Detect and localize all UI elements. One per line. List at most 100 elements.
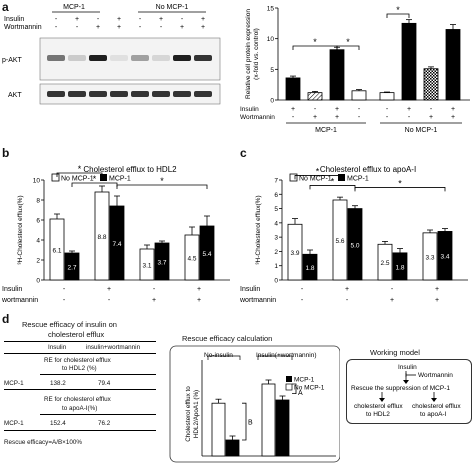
chartC-y-tick: 2 xyxy=(274,249,278,256)
chartC-data-label: 3.3 xyxy=(425,254,434,261)
calc-bracket-a xyxy=(292,383,297,394)
chartC-ylabel: ³H-Cholesterol efflux(%) xyxy=(255,195,262,264)
western-blot: MCP-1 No MCP-1 Insulin Wortmannin - + - + - +… xyxy=(2,4,221,105)
chartB-data-label: 3.7 xyxy=(157,260,166,267)
chartA-group-nomcp1: No MCP-1 xyxy=(405,127,438,134)
model-title: Working model xyxy=(370,348,420,357)
chartC-data-label: 3.4 xyxy=(440,254,449,261)
chartC-data-label: 1.8 xyxy=(305,265,314,272)
calc-no-insulin: No-insulin xyxy=(204,352,233,359)
chartA-bar xyxy=(423,68,439,101)
chartA-bar xyxy=(401,22,417,101)
blot-insulin-sign: + xyxy=(159,16,163,23)
chartA-bar xyxy=(445,29,461,101)
chartA-bar xyxy=(285,77,301,101)
chartA-group-mcp1: MCP-1 xyxy=(315,127,337,134)
blot-insulin-label: Insulin xyxy=(4,16,24,23)
blot-group-nomcp1: No MCP-1 xyxy=(156,4,189,11)
table-sub2b: to apoA-I(%) xyxy=(62,405,98,412)
chartB-sig-2-star: * xyxy=(93,174,97,184)
chartC-wortmannin-sign: + xyxy=(435,297,439,304)
chartB-wortmannin-sign: + xyxy=(197,297,201,304)
blot-wortmannin-sign: + xyxy=(201,24,205,31)
akt-band xyxy=(194,91,212,97)
chartB-wortmannin-sign: + xyxy=(152,297,156,304)
chartB-y-tick: 0 xyxy=(36,278,40,285)
calc-bar xyxy=(275,399,290,457)
panel-label-d: d xyxy=(2,312,10,326)
chartB-y-tick: 6 xyxy=(36,218,40,225)
chartB-wortmannin-label: wortmannin xyxy=(1,297,38,304)
chartB-legend-mcp1: MCP-1 xyxy=(109,176,131,183)
chartB-y-tick: 4 xyxy=(36,238,40,245)
chartA-wortmannin-sign: + xyxy=(313,114,317,121)
table-col-insulin: Insulin xyxy=(48,344,67,351)
akt-band xyxy=(68,91,86,97)
blot-insulin-sign: + xyxy=(201,16,205,23)
akt-band xyxy=(152,91,170,97)
chartC-y-tick: 7 xyxy=(274,178,278,185)
chart-efflux-hdl2: Cholesterol efflux to HDL2 0 2 4 6 8 10 ³H-Chol… xyxy=(1,164,230,304)
table-row2-v1: 152.4 xyxy=(50,420,66,427)
model-out1: cholesterol efflux xyxy=(354,403,403,410)
chartB-ylabel: ³H-Cholesterol efflux(%) xyxy=(17,195,24,264)
chartC-legend-nomcp1: No MCP-1 xyxy=(299,176,332,183)
chartC-wortmannin-sign: - xyxy=(301,297,304,304)
pakt-label: p-AKT xyxy=(2,57,23,64)
table-row2-v2: 76.2 xyxy=(98,420,111,427)
chartA-ylabel-2: (x-fold vs. control) xyxy=(253,28,260,80)
chartC-sig-1-star: * xyxy=(316,166,320,176)
chartA-insulin-sign: - xyxy=(430,106,433,113)
chartC-insulin-sign: - xyxy=(301,286,304,293)
blot-wortmannin-sign: + xyxy=(117,24,121,31)
blot-insulin-sign: + xyxy=(75,16,79,23)
chartC-data-label: 3.9 xyxy=(290,250,299,257)
chartB-data-label: 5.4 xyxy=(202,251,211,258)
chartC-y-tick: 1 xyxy=(274,263,278,270)
chartA-sig-2-star: * xyxy=(346,37,350,47)
chartB-insulin-label: Insulin xyxy=(2,286,22,293)
pakt-band xyxy=(110,55,128,61)
chartB-data-label: 6.1 xyxy=(52,248,61,255)
chartA-insulin-sign: + xyxy=(451,106,455,113)
working-model-diagram: Insulin Wortmannin Rescue the suppressio… xyxy=(351,364,461,418)
table-sub2: RE for cholesterol efflux xyxy=(44,396,111,403)
chartA-bar xyxy=(329,49,345,101)
chartC-y-tick: 6 xyxy=(274,192,278,199)
chartC-data-label: 1.8 xyxy=(395,264,404,271)
pakt-band xyxy=(152,55,170,61)
working-model-box xyxy=(346,359,472,424)
chartB-sig-3-star: * xyxy=(160,176,164,186)
chartC-sig-1 xyxy=(294,175,341,180)
chartC-data-label: 5.6 xyxy=(335,238,344,245)
chartB-legend-nomcp1: No MCP-1 xyxy=(61,176,94,183)
calc-box xyxy=(169,345,340,463)
chartB-insulin-sign: + xyxy=(107,286,111,293)
calc-legend-white xyxy=(285,383,293,391)
chartB-insulin-sign: - xyxy=(153,286,156,293)
chartB-sig-1-star: * xyxy=(78,164,82,174)
chartC-legend-black xyxy=(338,174,345,181)
blot-wortmannin-label: Wortmannin xyxy=(4,24,42,31)
chartA-wortmannin-label: Wortmannin xyxy=(240,114,275,121)
chartC-wortmannin-sign: + xyxy=(390,297,394,304)
chartA-insulin-sign: + xyxy=(407,106,411,113)
calc-bar xyxy=(211,402,226,457)
chartB-sig-3 xyxy=(116,184,208,189)
panel-label-b: b xyxy=(2,146,10,160)
pakt-membrane xyxy=(39,37,221,81)
chartB-data-label: 7.4 xyxy=(112,241,121,248)
table-row1-v2: 79.4 xyxy=(98,380,111,387)
chartB-data-label: 4.5 xyxy=(187,256,196,263)
chartB-sig-1 xyxy=(56,172,103,177)
chartB-y-tick: 10 xyxy=(33,178,41,185)
calc-ylabel-1: Cholesterol efflux to xyxy=(185,386,192,442)
chartC-y-tick: 5 xyxy=(274,206,278,213)
chartA-wortmannin-sign: - xyxy=(386,114,389,121)
chartC-insulin-sign: + xyxy=(435,286,439,293)
chartA-insulin-sign: + xyxy=(291,106,295,113)
chartC-bar xyxy=(422,232,438,281)
pakt-band xyxy=(131,55,149,61)
chartA-insulin-label: Insulin xyxy=(240,106,259,113)
rescue-efficacy-table: Rescue efficacy of insulin on cholestero… xyxy=(0,316,160,466)
